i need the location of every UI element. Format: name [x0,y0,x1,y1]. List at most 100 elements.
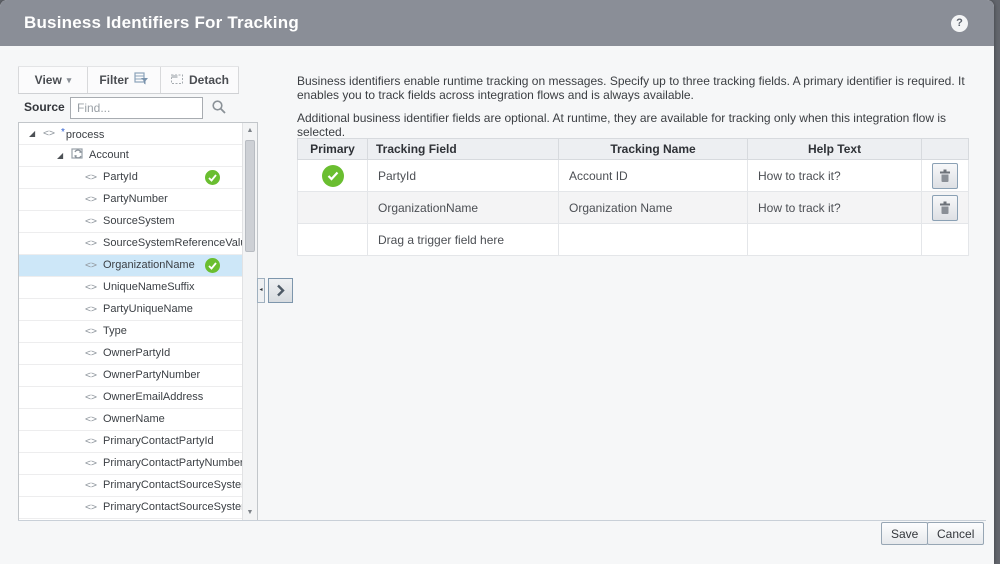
element-icon: <> [85,392,98,403]
tree-item-label: OwnerPartyId [103,347,171,359]
help-text-cell[interactable]: How to track it? [747,159,922,192]
tree-item-ownername[interactable]: <> OwnerName [19,409,242,431]
element-icon: <> [85,370,98,381]
tree-item-sourcesystemreferencevalue[interactable]: <> SourceSystemReferenceValue [19,233,242,255]
help-text-cell[interactable]: How to track it? [747,191,922,224]
repeating-element-icon [71,145,89,166]
trash-icon [940,169,950,182]
element-icon: <> [43,128,56,139]
tree-item-label: Type [103,325,127,337]
expand-triangle-icon[interactable]: ◢ [57,151,64,160]
element-icon: <> [85,282,98,293]
tree-item-partynumber[interactable]: <> PartyNumber [19,189,242,211]
tree-item-label: PrimaryContactPartyId [103,435,214,447]
tree-item-uniquenamesuffix[interactable]: <> UniqueNameSuffix [19,277,242,299]
tracking-field-cell[interactable]: PartyId [367,159,559,192]
table-row: Drag a trigger field here [297,223,969,256]
actions-cell [921,191,969,224]
scrollbar-thumb[interactable] [245,140,255,252]
tree-item-primarycontactsourcesystemreferencevalue[interactable]: <> PrimaryContactSourceSystemReferenceVa… [19,497,242,519]
element-icon: <> [85,304,98,315]
tracked-check-icon [205,258,220,273]
detach-button[interactable]: Detach [161,67,239,93]
tracking-field-cell[interactable]: OrganizationName [367,191,559,224]
source-find-row: Source [18,95,258,121]
cancel-button[interactable]: Cancel [927,522,985,545]
column-header-primary: Primary [297,138,368,160]
description-paragraph-1: Business identifiers enable runtime trac… [297,74,965,102]
tree-item-ownerpartyid[interactable]: <> OwnerPartyId [19,343,242,365]
view-menu-button[interactable]: View ▾ [18,67,88,93]
tree-item-label: PartyId [103,171,138,183]
help-icon[interactable]: ? [951,15,968,32]
tree-item-label: *process [61,126,105,141]
primary-cell[interactable] [297,159,368,192]
chevron-down-icon: ▾ [66,74,72,85]
delete-row-button[interactable] [932,162,958,189]
move-right-button[interactable] [268,278,293,303]
tree-item-primarycontactsourcesystem[interactable]: <> PrimaryContactSourceSystem [19,475,242,497]
tree-item-organizationname[interactable]: <> OrganizationName [19,255,242,277]
table-row: PartyId Account ID How to track it? [297,159,969,192]
element-icon: <> [85,260,98,271]
scroll-down-icon[interactable]: ▼ [246,509,254,516]
element-icon: <> [85,172,98,183]
table-header-row: Primary Tracking Field Tracking Name Hel… [297,138,969,160]
tree-item-label: PrimaryContactPartyNumber [103,457,242,469]
element-icon: <> [85,216,98,227]
trash-icon [940,201,950,214]
primary-cell [297,223,368,256]
view-menu-label: View [34,73,62,87]
splitter-collapse-handle[interactable]: ◂ [257,278,265,303]
tree-toolbar: View ▾ Filter Detach [18,66,239,94]
element-icon: <> [85,326,98,337]
filter-button[interactable]: Filter [88,67,161,93]
element-icon: <> [85,458,98,469]
tree-item-partyid[interactable]: <> PartyId [19,167,242,189]
element-icon: <> [85,348,98,359]
description-text: Business identifiers enable runtime trac… [297,74,989,139]
tree-item-process[interactable]: ◢ <> *process [19,123,242,145]
tree-item-label: PrimaryContactSourceSystemReferenceValue [103,501,242,513]
tree-item-type[interactable]: <> Type [19,321,242,343]
save-button[interactable]: Save [881,522,929,545]
tracking-name-cell [558,223,748,256]
tree-item-label: SourceSystem [103,215,175,227]
tree-item-label: OwnerName [103,413,165,425]
tree-item-primarycontactpartynumber[interactable]: <> PrimaryContactPartyNumber [19,453,242,475]
source-tree-rows: ◢ <> *process ◢ Account <> PartyId <> Pa… [19,123,242,520]
tree-item-label: SourceSystemReferenceValue [103,237,242,249]
drop-target-cell[interactable]: Drag a trigger field here [367,223,559,256]
element-icon: <> [85,480,98,491]
description-paragraph-2: Additional business identifier fields ar… [297,111,947,139]
tree-scrollbar[interactable]: ▲ ▼ [242,123,257,520]
delete-row-button[interactable] [932,194,958,221]
column-header-help-text: Help Text [747,138,922,160]
tree-item-label: PartyUniqueName [103,303,193,315]
table-row: OrganizationName Organization Name How t… [297,191,969,224]
tree-item-ownerpartynumber[interactable]: <> OwnerPartyNumber [19,365,242,387]
source-tree: ◢ <> *process ◢ Account <> PartyId <> Pa… [18,122,258,521]
expand-triangle-icon[interactable]: ◢ [29,129,36,138]
dialog-titlebar: Business Identifiers For Tracking ? [0,0,994,46]
find-input[interactable] [70,97,203,119]
footer-divider [18,520,986,521]
element-icon: <> [85,502,98,513]
tree-item-label: OrganizationName [103,259,195,271]
tree-item-primarycontactpartyid[interactable]: <> PrimaryContactPartyId [19,431,242,453]
tree-item-label: Account [89,149,129,161]
tree-item-sourcesystem[interactable]: <> SourceSystem [19,211,242,233]
search-icon[interactable] [211,99,227,120]
tree-item-owneremailaddress[interactable]: <> OwnerEmailAddress [19,387,242,409]
tree-item-partyuniquename[interactable]: <> PartyUniqueName [19,299,242,321]
primary-check-icon [321,164,344,187]
tree-item-account[interactable]: ◢ Account [19,145,242,167]
detach-icon [170,73,184,88]
primary-cell[interactable] [297,191,368,224]
dialog-title: Business Identifiers For Tracking [24,13,299,32]
tracking-name-cell[interactable]: Account ID [558,159,748,192]
filter-icon [134,72,149,88]
scroll-up-icon[interactable]: ▲ [246,127,254,134]
tracking-name-cell[interactable]: Organization Name [558,191,748,224]
